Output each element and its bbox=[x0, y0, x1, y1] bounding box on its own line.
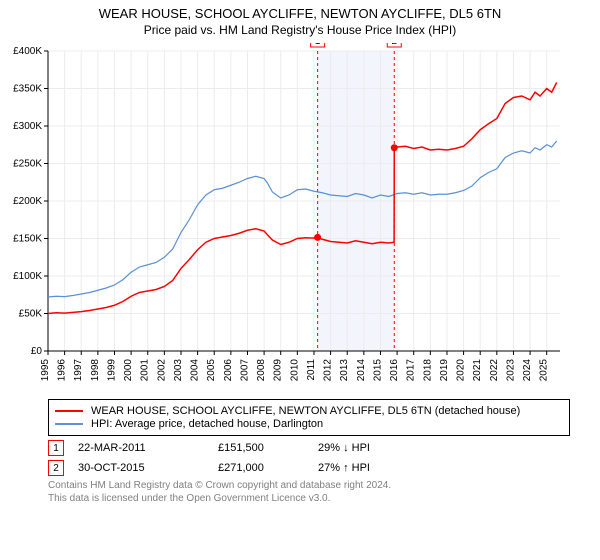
svg-text:2015: 2015 bbox=[372, 359, 383, 382]
price-chart: £0 £50K £100K £150K £200K £250K £300K £350K £400… bbox=[0, 43, 570, 393]
sale-date: 30-OCT-2015 bbox=[78, 462, 218, 474]
svg-text:2008: 2008 bbox=[256, 359, 267, 382]
svg-text:2021: 2021 bbox=[472, 359, 483, 382]
svg-text:2025: 2025 bbox=[539, 359, 550, 382]
sale-badge: 1 bbox=[48, 440, 64, 456]
svg-text:2001: 2001 bbox=[140, 359, 151, 382]
svg-text:£350K: £350K bbox=[13, 84, 42, 95]
sale-row: 1 22-MAR-2011 £151,500 29% ↓ HPI bbox=[48, 440, 570, 456]
svg-text:2011: 2011 bbox=[306, 359, 317, 381]
svg-text:2017: 2017 bbox=[406, 359, 417, 382]
svg-text:2006: 2006 bbox=[223, 359, 234, 382]
sale-table: 1 22-MAR-2011 £151,500 29% ↓ HPI 2 30-OC… bbox=[48, 440, 570, 476]
sale-price: £271,000 bbox=[218, 462, 318, 474]
svg-text:2005: 2005 bbox=[206, 359, 217, 382]
legend-item: WEAR HOUSE, SCHOOL AYCLIFFE, NEWTON AYCL… bbox=[55, 405, 563, 417]
chart-title-block: WEAR HOUSE, SCHOOL AYCLIFFE, NEWTON AYCL… bbox=[0, 0, 600, 39]
sale-badge: 2 bbox=[48, 460, 64, 476]
sale-price: £151,500 bbox=[218, 442, 318, 454]
legend: WEAR HOUSE, SCHOOL AYCLIFFE, NEWTON AYCL… bbox=[48, 399, 570, 436]
svg-text:£200K: £200K bbox=[13, 196, 42, 207]
svg-text:2012: 2012 bbox=[323, 359, 334, 382]
svg-text:1999: 1999 bbox=[106, 359, 117, 382]
sale-row: 2 30-OCT-2015 £271,000 27% ↑ HPI bbox=[48, 460, 570, 476]
svg-text:2: 2 bbox=[391, 43, 397, 47]
svg-text:2013: 2013 bbox=[339, 359, 350, 382]
svg-text:2000: 2000 bbox=[123, 359, 134, 382]
legend-item: HPI: Average price, detached house, Darl… bbox=[55, 418, 563, 430]
svg-text:1995: 1995 bbox=[40, 359, 51, 382]
footnote-line: Contains HM Land Registry data © Crown c… bbox=[48, 480, 570, 493]
svg-text:£50K: £50K bbox=[19, 309, 43, 320]
legend-swatch bbox=[55, 423, 83, 425]
svg-text:2009: 2009 bbox=[273, 359, 284, 382]
legend-swatch bbox=[55, 410, 83, 412]
sale-date: 22-MAR-2011 bbox=[78, 442, 218, 454]
sale-diff: 29% ↓ HPI bbox=[318, 442, 428, 454]
svg-text:£250K: £250K bbox=[13, 159, 42, 170]
svg-text:2024: 2024 bbox=[522, 359, 533, 382]
svg-text:2020: 2020 bbox=[456, 359, 467, 382]
sale-diff: 27% ↑ HPI bbox=[318, 462, 428, 474]
svg-text:£300K: £300K bbox=[13, 121, 42, 132]
svg-text:£100K: £100K bbox=[13, 271, 42, 282]
svg-text:1: 1 bbox=[315, 43, 321, 47]
svg-text:2018: 2018 bbox=[422, 359, 433, 382]
svg-text:£400K: £400K bbox=[13, 46, 42, 57]
svg-text:2004: 2004 bbox=[190, 359, 201, 382]
title-line-1: WEAR HOUSE, SCHOOL AYCLIFFE, NEWTON AYCL… bbox=[4, 6, 596, 21]
title-line-2: Price paid vs. HM Land Registry's House … bbox=[4, 23, 596, 37]
svg-text:2022: 2022 bbox=[489, 359, 500, 382]
svg-text:1998: 1998 bbox=[90, 359, 101, 382]
svg-text:£150K: £150K bbox=[13, 234, 42, 245]
svg-text:2016: 2016 bbox=[389, 359, 400, 382]
chart-svg: £0 £50K £100K £150K £200K £250K £300K £350K £400… bbox=[0, 43, 570, 393]
svg-text:2010: 2010 bbox=[289, 359, 300, 382]
svg-text:2002: 2002 bbox=[156, 359, 167, 382]
legend-label: WEAR HOUSE, SCHOOL AYCLIFFE, NEWTON AYCL… bbox=[91, 405, 520, 417]
svg-text:1996: 1996 bbox=[57, 359, 68, 382]
svg-text:1997: 1997 bbox=[73, 359, 84, 382]
footnote: Contains HM Land Registry data © Crown c… bbox=[48, 480, 570, 505]
svg-text:2023: 2023 bbox=[505, 359, 516, 382]
footnote-line: This data is licensed under the Open Gov… bbox=[48, 493, 570, 506]
svg-text:2003: 2003 bbox=[173, 359, 184, 382]
legend-label: HPI: Average price, detached house, Darl… bbox=[91, 418, 323, 430]
svg-text:£0: £0 bbox=[31, 346, 43, 357]
svg-text:2019: 2019 bbox=[439, 359, 450, 382]
svg-text:2014: 2014 bbox=[356, 359, 367, 382]
svg-text:2007: 2007 bbox=[239, 359, 250, 382]
